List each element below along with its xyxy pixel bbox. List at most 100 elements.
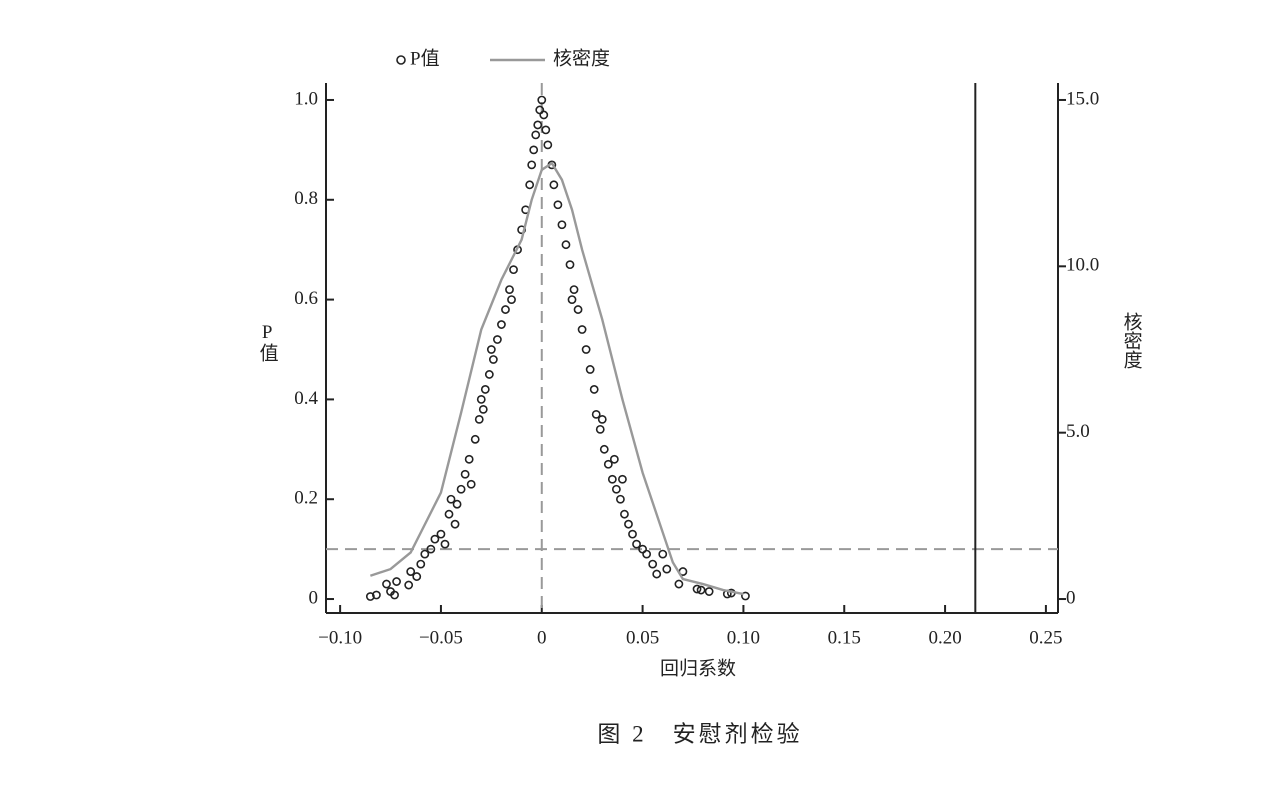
point [589, 385, 599, 394]
point [372, 590, 381, 600]
point [618, 474, 627, 484]
point [620, 509, 629, 519]
x-tick-label: −0.10 [318, 627, 362, 648]
point [624, 519, 633, 529]
y2-tick-label: 15.0 [1066, 88, 1099, 109]
point [474, 414, 484, 424]
point [404, 580, 414, 590]
point [426, 544, 436, 554]
point [533, 120, 543, 130]
y2-tick-label: 0 [1066, 587, 1076, 608]
point [509, 265, 518, 275]
point [488, 355, 498, 364]
point [628, 529, 637, 539]
point [507, 295, 516, 304]
point [696, 585, 706, 595]
point [652, 569, 662, 579]
point [412, 572, 422, 581]
x-tick-label: 0.05 [626, 627, 659, 648]
density-line [369, 161, 744, 596]
point [541, 125, 551, 135]
point [452, 499, 462, 509]
legend-marker [396, 55, 406, 65]
x-tick-label: 0.25 [1029, 627, 1062, 648]
point [557, 220, 567, 230]
y-tick-label: 0.6 [294, 288, 318, 309]
y-tick-label: 0 [309, 587, 319, 608]
point [599, 444, 609, 454]
point [529, 145, 539, 155]
point [597, 414, 607, 424]
point [561, 240, 571, 250]
caption: 图 2 安慰剂检验 [597, 721, 802, 746]
point [392, 577, 401, 586]
point [470, 434, 480, 444]
point [420, 549, 430, 559]
point [382, 579, 391, 589]
point [406, 567, 416, 576]
point [642, 549, 652, 559]
point [616, 494, 625, 504]
point [525, 180, 535, 190]
point [567, 295, 577, 304]
legend-label: P值 [410, 47, 440, 69]
point [527, 160, 537, 170]
point [632, 539, 641, 549]
point [539, 110, 549, 120]
point [505, 285, 514, 295]
point [607, 474, 617, 484]
point [585, 365, 595, 374]
point [480, 385, 490, 394]
x-tick-label: 0 [537, 627, 547, 648]
point [450, 519, 460, 529]
point [741, 591, 750, 601]
point [577, 325, 587, 334]
point [704, 587, 714, 596]
point [658, 549, 668, 559]
point [365, 592, 375, 601]
y-tick-label: 0.8 [294, 188, 318, 209]
point [446, 494, 456, 504]
y-axis-title: P值 [257, 322, 279, 362]
point [581, 345, 591, 354]
y2-tick-label: 5.0 [1066, 421, 1090, 442]
point [553, 200, 563, 210]
x-tick-label: 0.15 [828, 627, 861, 648]
point [476, 395, 486, 404]
point [565, 260, 575, 270]
x-tick-label: 0.10 [727, 627, 760, 648]
point [436, 529, 446, 539]
y-tick-label: 1.0 [294, 88, 318, 109]
point [456, 484, 466, 494]
point [573, 305, 583, 314]
point [444, 509, 454, 519]
x-axis-title: 回归系数 [660, 657, 736, 679]
point [543, 140, 553, 150]
point [531, 130, 541, 140]
point [466, 479, 476, 489]
point [692, 584, 702, 594]
point [430, 534, 440, 544]
point [591, 409, 601, 419]
point [460, 469, 470, 479]
point [674, 579, 684, 589]
point [501, 305, 510, 314]
point [497, 320, 506, 329]
point [464, 454, 474, 464]
y-tick-label: 0.4 [294, 388, 318, 409]
x-tick-label: 0.20 [928, 627, 961, 648]
legend-label: 核密度 [553, 47, 610, 69]
point [569, 285, 579, 295]
point [595, 424, 605, 434]
y-tick-label: 0.2 [294, 488, 318, 509]
point [484, 370, 494, 379]
point [493, 335, 502, 344]
point [611, 484, 621, 494]
point [390, 590, 399, 600]
x-tick-label: −0.05 [419, 627, 463, 648]
y2-axis-title: 核密度 [1121, 312, 1143, 369]
point [486, 345, 496, 354]
point [478, 404, 488, 414]
point [662, 564, 672, 574]
